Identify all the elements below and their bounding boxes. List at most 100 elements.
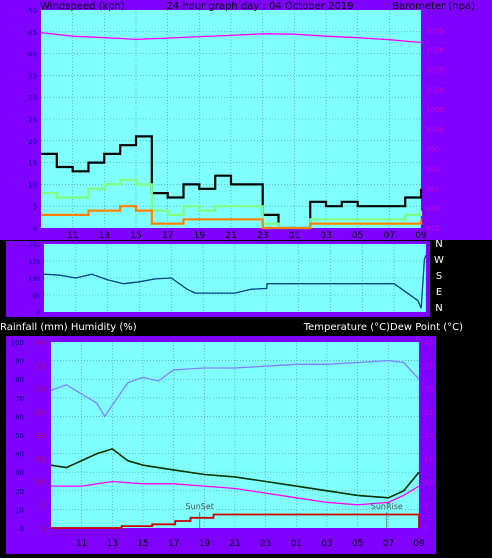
direction-series <box>43 255 427 309</box>
time-tick-label: 17 <box>162 231 173 241</box>
windspeed-tick-label: 5 <box>33 203 37 211</box>
wind-barometer-series <box>40 31 423 230</box>
direction-tick-label: 90 <box>32 293 40 300</box>
time-tick-label: 03 <box>321 539 332 549</box>
humidity-tick-label: 60 <box>15 413 24 421</box>
sunrise-label: SunRise <box>371 502 403 511</box>
humidity-tick-label: 80 <box>15 376 24 384</box>
temperature-tick-label: 20 <box>424 432 433 440</box>
rainfall-line <box>51 513 420 529</box>
barometer-tick-label: 980 <box>426 205 439 213</box>
windspeed-tick-label: 25 <box>28 116 37 124</box>
windspeed-tick-label: 20 <box>28 138 37 146</box>
direction-tick-label: 360 <box>29 242 41 249</box>
rainfall-tick-label: 20 <box>36 432 45 440</box>
rainfall-tick-label: 35 <box>36 362 45 370</box>
time-tick-label: 13 <box>107 539 118 549</box>
sun-markers: SunSet SunRise <box>186 502 403 528</box>
temperature-tick-label: 35 <box>424 362 433 370</box>
barometer-tick-label: 1000 <box>426 126 444 134</box>
compass-label: E <box>436 287 442 298</box>
barometer-tick-label: 1020 <box>426 47 444 55</box>
time-tick-label: 05 <box>352 539 363 549</box>
compass-label: S <box>436 271 442 282</box>
time-tick-label: 07 <box>383 539 394 549</box>
time-tick-label: 09 <box>413 539 425 549</box>
rainfall-tick-label: 10 <box>36 479 45 487</box>
temperature-tick-label: 25 <box>424 409 433 417</box>
barometer-tick-label: 1010 <box>426 86 444 94</box>
humidity-tick-label: 30 <box>15 469 24 477</box>
direction-tick-label: 270 <box>29 259 41 266</box>
temperature-tick-label: 0 <box>424 525 428 533</box>
dewpoint-line <box>51 480 420 506</box>
humidity-tick-label: 10 <box>15 506 24 514</box>
rainfall-tick-label: 5 <box>41 502 45 510</box>
time-tick-label: 01 <box>289 231 300 241</box>
time-tick-label: 03 <box>320 231 331 241</box>
windspeed-tick-label: 45 <box>28 29 37 37</box>
windspeed-tick-label: 40 <box>28 51 37 59</box>
direction-panel-tick-labels: 0 90 180 270 360 <box>29 242 41 317</box>
time-tick-label: 21 <box>225 231 236 241</box>
wind-direction-line <box>43 255 427 309</box>
humidity-tick-label: 70 <box>15 395 24 403</box>
rainfall-tick-label: 15 <box>36 455 45 463</box>
windspeed-axis-title: Windspeed (kph) <box>40 1 125 12</box>
barometer-axis-title: Barometer (hpa) <box>392 1 475 12</box>
compass-label: W <box>434 255 444 266</box>
temperature-tick-label: 40 <box>424 339 433 347</box>
barometer-tick-label: 985 <box>426 185 439 193</box>
time-tick-label: 07 <box>384 231 395 241</box>
rainfall-tick-label: 25 <box>36 409 45 417</box>
compass-label: N <box>435 303 442 314</box>
humidity-tick-label: 0 <box>20 525 24 533</box>
rain-humidity-axis-title: Rainfall (mm) Humidity (%) <box>0 322 137 333</box>
time-tick-label: 17 <box>168 539 179 549</box>
time-tick-label: 15 <box>130 231 141 241</box>
rainfall-tick-label: 40 <box>36 339 45 347</box>
barometer-tick-label: 975 <box>426 225 439 233</box>
windspeed-tick-label: 15 <box>28 160 37 168</box>
temperature-line <box>50 448 420 499</box>
humidity-line <box>50 359 420 418</box>
windspeed-tick-label: 0 <box>33 225 37 233</box>
temperature-panel-grid <box>51 342 420 528</box>
humidity-tick-label: 100 <box>11 339 24 347</box>
barometer-tick-label: 1015 <box>426 66 444 74</box>
sunset-label: SunSet <box>186 502 214 511</box>
temperature-axis-title: Temperature (°C)Dew Point (°C) <box>303 322 463 333</box>
rainfall-tick-label: 30 <box>36 386 45 394</box>
time-tick-label: 05 <box>352 231 363 241</box>
time-tick-label: 19 <box>194 231 206 241</box>
time-tick-label: 13 <box>99 231 110 241</box>
time-tick-label: 11 <box>67 231 78 241</box>
time-tick-label: 21 <box>229 539 240 549</box>
wind-low-line <box>41 205 423 230</box>
time-tick-label: 09 <box>415 231 427 241</box>
humidity-tick-label: 90 <box>15 358 24 366</box>
barometer-line <box>40 31 422 44</box>
direction-tick-label: 0 <box>36 310 40 317</box>
windspeed-tick-label: 10 <box>28 181 37 189</box>
time-tick-label: 23 <box>257 231 268 241</box>
time-tick-label: 01 <box>291 539 302 549</box>
temperature-tick-label: 5 <box>424 502 428 510</box>
temperature-panel-tick-labels: 0102030405060708090100051015202530354005… <box>11 339 433 549</box>
humidity-tick-label: 20 <box>15 488 24 496</box>
temperature-tick-label: 15 <box>424 455 433 463</box>
temperature-humidity-rain-series <box>50 359 420 529</box>
graph-day-title: 24 hour graph day : 04 October 2019 <box>166 1 353 12</box>
time-tick-label: 11 <box>76 539 87 549</box>
barometer-tick-label: 1005 <box>426 106 444 114</box>
temperature-tick-label: 30 <box>424 386 433 394</box>
windspeed-tick-label: 30 <box>28 94 37 102</box>
time-tick-label: 23 <box>260 539 271 549</box>
windspeed-tick-label: 50 <box>28 7 37 15</box>
time-tick-label: 15 <box>137 539 148 549</box>
compass-label: N <box>435 239 442 250</box>
direction-tick-label: 180 <box>29 276 41 283</box>
